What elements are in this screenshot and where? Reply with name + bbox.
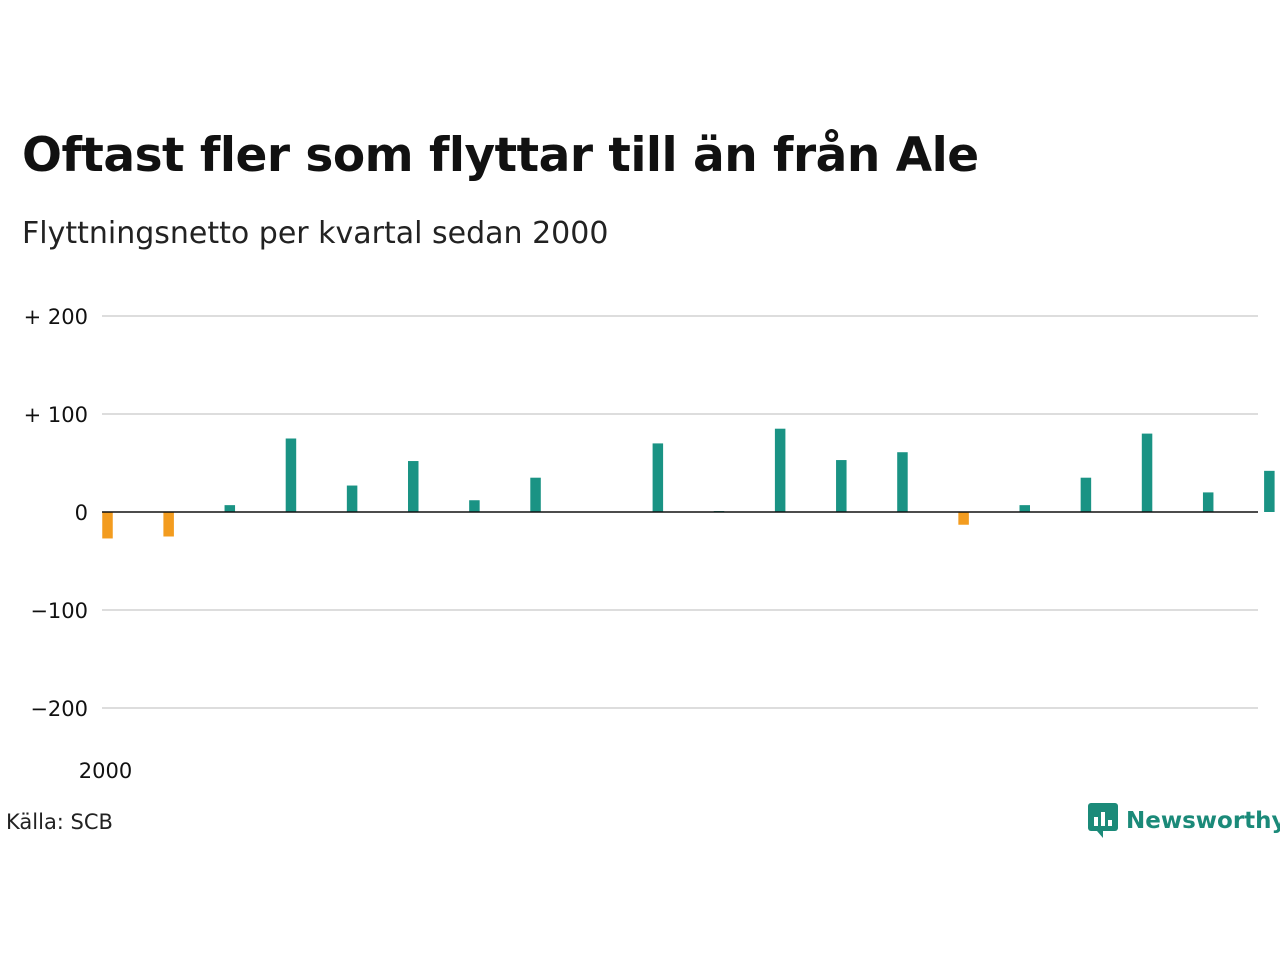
bar [1080, 477, 1092, 512]
newsworthy-logo-icon [1088, 803, 1118, 838]
bar [285, 438, 297, 512]
chart-title: Oftast fler som flyttar till än från Ale [22, 128, 979, 183]
bar [836, 460, 847, 512]
x-axis-ticks: 20002005201020152020 [79, 759, 132, 783]
bar [774, 428, 786, 512]
bar [1264, 470, 1275, 512]
newsworthy-logo: Newsworthy [1088, 803, 1280, 839]
y-tick-label: −200 [30, 697, 88, 721]
y-tick-label: −100 [30, 599, 88, 623]
gridlines [102, 315, 1258, 709]
bars [102, 428, 1275, 539]
bar [958, 512, 969, 525]
y-tick-label: 0 [75, 501, 88, 525]
y-tick-label: + 100 [24, 403, 88, 427]
y-axis-ticks: + 200 + 100 0 −100 −200 [24, 305, 88, 721]
x-tick-label: 2000 [79, 759, 132, 783]
bar [1202, 492, 1214, 512]
y-tick-label: + 200 [24, 305, 88, 329]
chart-subtitle: Flyttningsnetto per kvartal sedan 2000 [22, 216, 609, 251]
bar [530, 477, 541, 512]
bar [1141, 433, 1153, 512]
bar [224, 505, 236, 512]
bar [408, 461, 419, 512]
bar [1019, 505, 1030, 512]
bar [897, 452, 908, 512]
bar [469, 500, 480, 512]
bar [652, 443, 664, 512]
brand-name: Newsworthy [1126, 808, 1280, 834]
source-label: Källa: SCB [6, 810, 113, 834]
bar-chart: + 200 + 100 0 −100 −200 20002005201020152020 [24, 305, 1275, 783]
bar [163, 512, 174, 537]
bar [346, 485, 358, 512]
bar [102, 512, 113, 539]
